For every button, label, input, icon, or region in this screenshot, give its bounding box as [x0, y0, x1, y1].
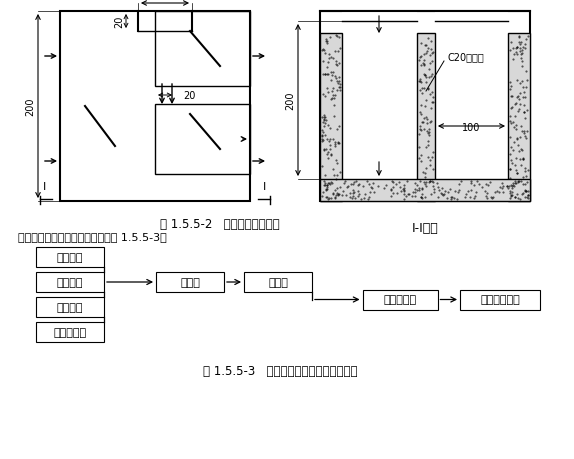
Bar [417, 34, 435, 202]
Text: 20: 20 [114, 16, 124, 28]
Bar [320, 12, 530, 202]
Bar [60, 12, 250, 202]
Text: 20: 20 [183, 91, 195, 101]
Bar [363, 290, 437, 310]
Text: 图 1.5.5-2   沉淀池结构示意图: 图 1.5.5-2 沉淀池结构示意图 [160, 218, 280, 230]
Text: 100: 100 [462, 123, 480, 133]
Bar [156, 272, 224, 292]
Text: 200: 200 [25, 97, 35, 116]
Text: 图 1.5.5-3   地面排水系统水流走向示意图: 图 1.5.5-3 地面排水系统水流走向示意图 [203, 364, 357, 377]
Bar [244, 272, 312, 292]
Bar [155, 12, 250, 87]
Text: I-I剖面: I-I剖面 [412, 222, 439, 235]
Text: 地表雨水: 地表雨水 [57, 252, 83, 263]
Bar [460, 290, 540, 310]
Bar [36, 272, 104, 292]
Text: 施工地面排水系统的水流走向见图 1.5.5-3。: 施工地面排水系统的水流走向见图 1.5.5-3。 [18, 231, 167, 241]
Text: 洗车槽污水: 洗车槽污水 [53, 327, 87, 337]
Bar [36, 297, 104, 317]
Text: 200: 200 [285, 91, 295, 110]
Text: 沉砂池: 沉砂池 [268, 277, 288, 287]
Text: 三级沉淀池: 三级沉淀池 [383, 295, 417, 305]
Text: 排水沟: 排水沟 [180, 277, 200, 287]
Bar [435, 12, 508, 22]
Text: 基坑降水: 基坑降水 [57, 277, 83, 287]
Text: 基坑明水: 基坑明水 [57, 302, 83, 312]
Bar [36, 247, 104, 268]
Bar [36, 322, 104, 342]
Bar [508, 34, 530, 202]
Bar [342, 12, 417, 22]
Bar [320, 179, 530, 202]
Text: I: I [44, 182, 46, 191]
Bar [155, 105, 250, 174]
Text: C20混凝土: C20混凝土 [447, 52, 484, 62]
Text: I: I [263, 182, 267, 191]
Text: 市政排水管道: 市政排水管道 [480, 295, 520, 305]
Bar [320, 34, 342, 202]
